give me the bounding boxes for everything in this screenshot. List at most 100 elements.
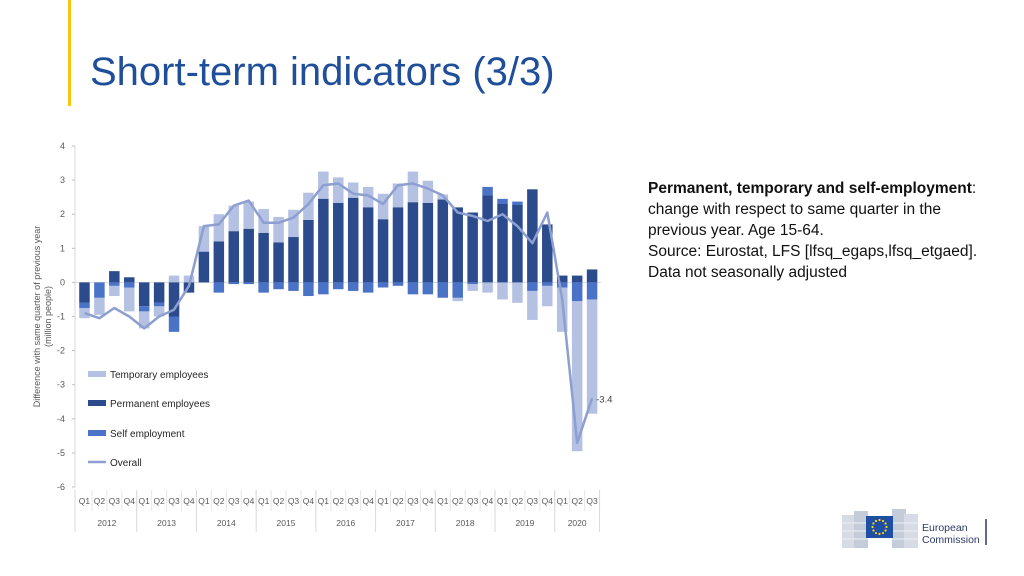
bar-self-employment [153, 302, 165, 307]
bar-temporary [377, 193, 389, 220]
flag-star [871, 525, 874, 529]
bar-permanent [138, 282, 150, 307]
bar-permanent [362, 207, 374, 283]
x-tick-label-quarter: Q1 [497, 496, 509, 506]
bar-self-employment [303, 282, 314, 297]
x-tick-label-quarter: Q1 [437, 496, 449, 506]
bar-self-employment [392, 282, 404, 286]
bar-permanent [437, 199, 449, 283]
bar-self-employment [138, 306, 150, 312]
bar-self-employment [243, 282, 254, 285]
legend-overall-label: Overall [110, 458, 142, 469]
x-tick-label-quarter: Q1 [318, 496, 330, 506]
bar-permanent [422, 202, 434, 283]
bar-self-employment [94, 282, 105, 298]
description-line-3: Source: Eurostat, LFS [lfsq_egaps,lfsq_e… [648, 243, 978, 260]
x-tick-label-quarter: Q4 [422, 496, 434, 506]
bar-self-employment [497, 198, 508, 204]
bar-temporary [183, 275, 195, 283]
logo-line-2: Commission [922, 534, 980, 546]
bar-self-employment [467, 282, 478, 285]
bar-permanent [407, 202, 419, 283]
bar-self-employment [377, 282, 389, 288]
bar-temporary [467, 284, 478, 291]
legend-temporary-label: Temporary employees [110, 370, 208, 381]
y-tick-label: -2 [57, 346, 65, 356]
x-tick-label-quarter: Q1 [139, 496, 151, 506]
bar-self-employment [586, 282, 598, 300]
bar-temporary [79, 307, 90, 319]
x-tick-label-quarter: Q4 [243, 496, 255, 506]
bar-self-employment [124, 282, 135, 288]
bar-permanent [318, 198, 329, 283]
bar-permanent [228, 231, 240, 283]
x-tick-label-quarter: Q4 [482, 496, 494, 506]
data-label-last: -3.4 [596, 394, 612, 405]
x-tick-label-quarter: Q3 [109, 496, 121, 506]
bar-temporary [392, 183, 404, 208]
bar-self-employment [79, 302, 90, 308]
x-tick-label-year: 2019 [515, 518, 534, 528]
x-tick-label-quarter: Q2 [213, 496, 225, 506]
bar-permanent [512, 204, 523, 283]
bar-permanent [168, 282, 180, 317]
bar-temporary [303, 192, 314, 220]
x-tick-label-quarter: Q4 [542, 496, 554, 506]
bar-temporary [347, 182, 359, 198]
bar-temporary [512, 282, 523, 303]
bar-permanent [124, 277, 135, 283]
bar-self-employment [109, 282, 120, 286]
bar-permanent [542, 224, 553, 283]
x-tick-label-quarter: Q2 [452, 496, 464, 506]
description-line-2: previous year. Age 15-64. [648, 222, 824, 239]
bar-permanent [303, 219, 314, 283]
legend-temporary-swatch [88, 371, 106, 377]
bar-permanent [288, 237, 299, 283]
x-tick-label-quarter: Q3 [527, 496, 539, 506]
bar-temporary [273, 216, 284, 243]
y-tick-label: -1 [57, 312, 65, 322]
bar-temporary [138, 311, 150, 329]
flag-star [872, 529, 875, 532]
bar-permanent [497, 203, 508, 283]
bar-temporary [109, 285, 120, 297]
x-tick-label-quarter: Q3 [288, 496, 300, 506]
x-tick-label-year: 2012 [97, 518, 116, 528]
bar-permanent [243, 228, 254, 283]
bar-temporary [243, 201, 254, 229]
y-axis-label: Difference with same quarter of previous… [32, 226, 42, 407]
eu-flag-icon [866, 516, 893, 538]
flag-star [878, 532, 881, 536]
bar-temporary [527, 290, 538, 320]
legend-permanent-swatch [88, 400, 106, 406]
bar-temporary [153, 306, 165, 317]
bar-temporary [288, 209, 299, 238]
bar-temporary [198, 226, 210, 252]
bar-temporary [482, 282, 493, 293]
x-tick-label-quarter: Q1 [557, 496, 569, 506]
bar-temporary [542, 285, 553, 307]
logo-text: European Commission [922, 522, 980, 546]
x-tick-label-quarter: Q4 [183, 496, 195, 506]
bar-self-employment [407, 282, 419, 295]
chart-description: Permanent, temporary and self-employment… [648, 178, 1018, 283]
bar-self-employment [571, 282, 583, 302]
bar-self-employment [452, 282, 463, 298]
bar-self-employment [527, 282, 538, 291]
bar-permanent [482, 195, 493, 283]
y-tick-label: -6 [57, 482, 65, 492]
flag-star [881, 519, 885, 523]
y-tick-label: 0 [60, 277, 65, 287]
x-tick-label-quarter: Q2 [153, 496, 165, 506]
bar-permanent [377, 219, 389, 283]
bar-self-employment [288, 282, 299, 291]
y-tick-label: 4 [60, 141, 65, 151]
flag-star [885, 525, 888, 529]
logo-line-1: European [922, 522, 968, 534]
x-tick-label-quarter: Q3 [407, 496, 419, 506]
page-title: Short-term indicators (3/3) [90, 50, 555, 94]
bar-permanent [571, 275, 583, 283]
bar-permanent [258, 232, 269, 283]
description-line-1: change with respect to same quarter in t… [648, 201, 941, 218]
x-tick-label-quarter: Q2 [333, 496, 345, 506]
